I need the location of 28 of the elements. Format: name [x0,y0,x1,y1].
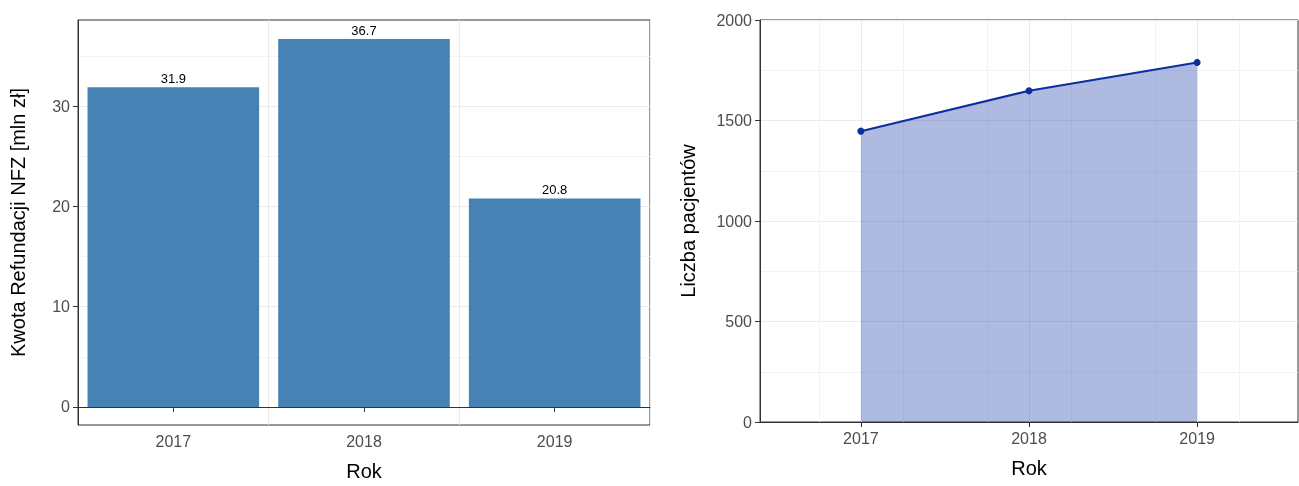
bar [278,39,450,407]
y-tick-label: 0 [743,413,753,431]
bar [468,198,641,407]
y-tick-label: 1000 [716,212,753,230]
x-tick-label: 2017 [155,432,192,450]
y-axis-title: Liczba pacjentów [677,143,699,298]
x-tick-label: 2019 [536,432,573,450]
point [857,127,865,135]
y-tick-label: 0 [61,398,71,416]
point [1193,58,1201,66]
y-tick-label: 10 [52,298,71,316]
y-tick-label: 1500 [716,112,753,129]
x-axis-title: Rok [346,460,383,482]
bar [87,87,260,407]
x-axis-title: Rok [1011,457,1048,479]
y-axis-title: Kwota Refundacji NFZ [mln zł] [7,88,29,357]
data-label: 31.9 [160,71,186,87]
x-tick-label: 2019 [1179,429,1216,447]
data-label: 20.8 [542,182,568,198]
x-tick-label: 2018 [1011,429,1047,447]
y-tick-label: 30 [52,97,71,115]
y-tick-label: 20 [52,197,71,215]
y-tick-label: 500 [725,313,753,330]
x-tick-label: 2017 [843,429,879,447]
x-tick-label: 2018 [346,432,382,450]
y-tick-label: 2000 [716,11,753,29]
data-label: 36.7 [351,23,377,39]
point [1025,87,1033,95]
